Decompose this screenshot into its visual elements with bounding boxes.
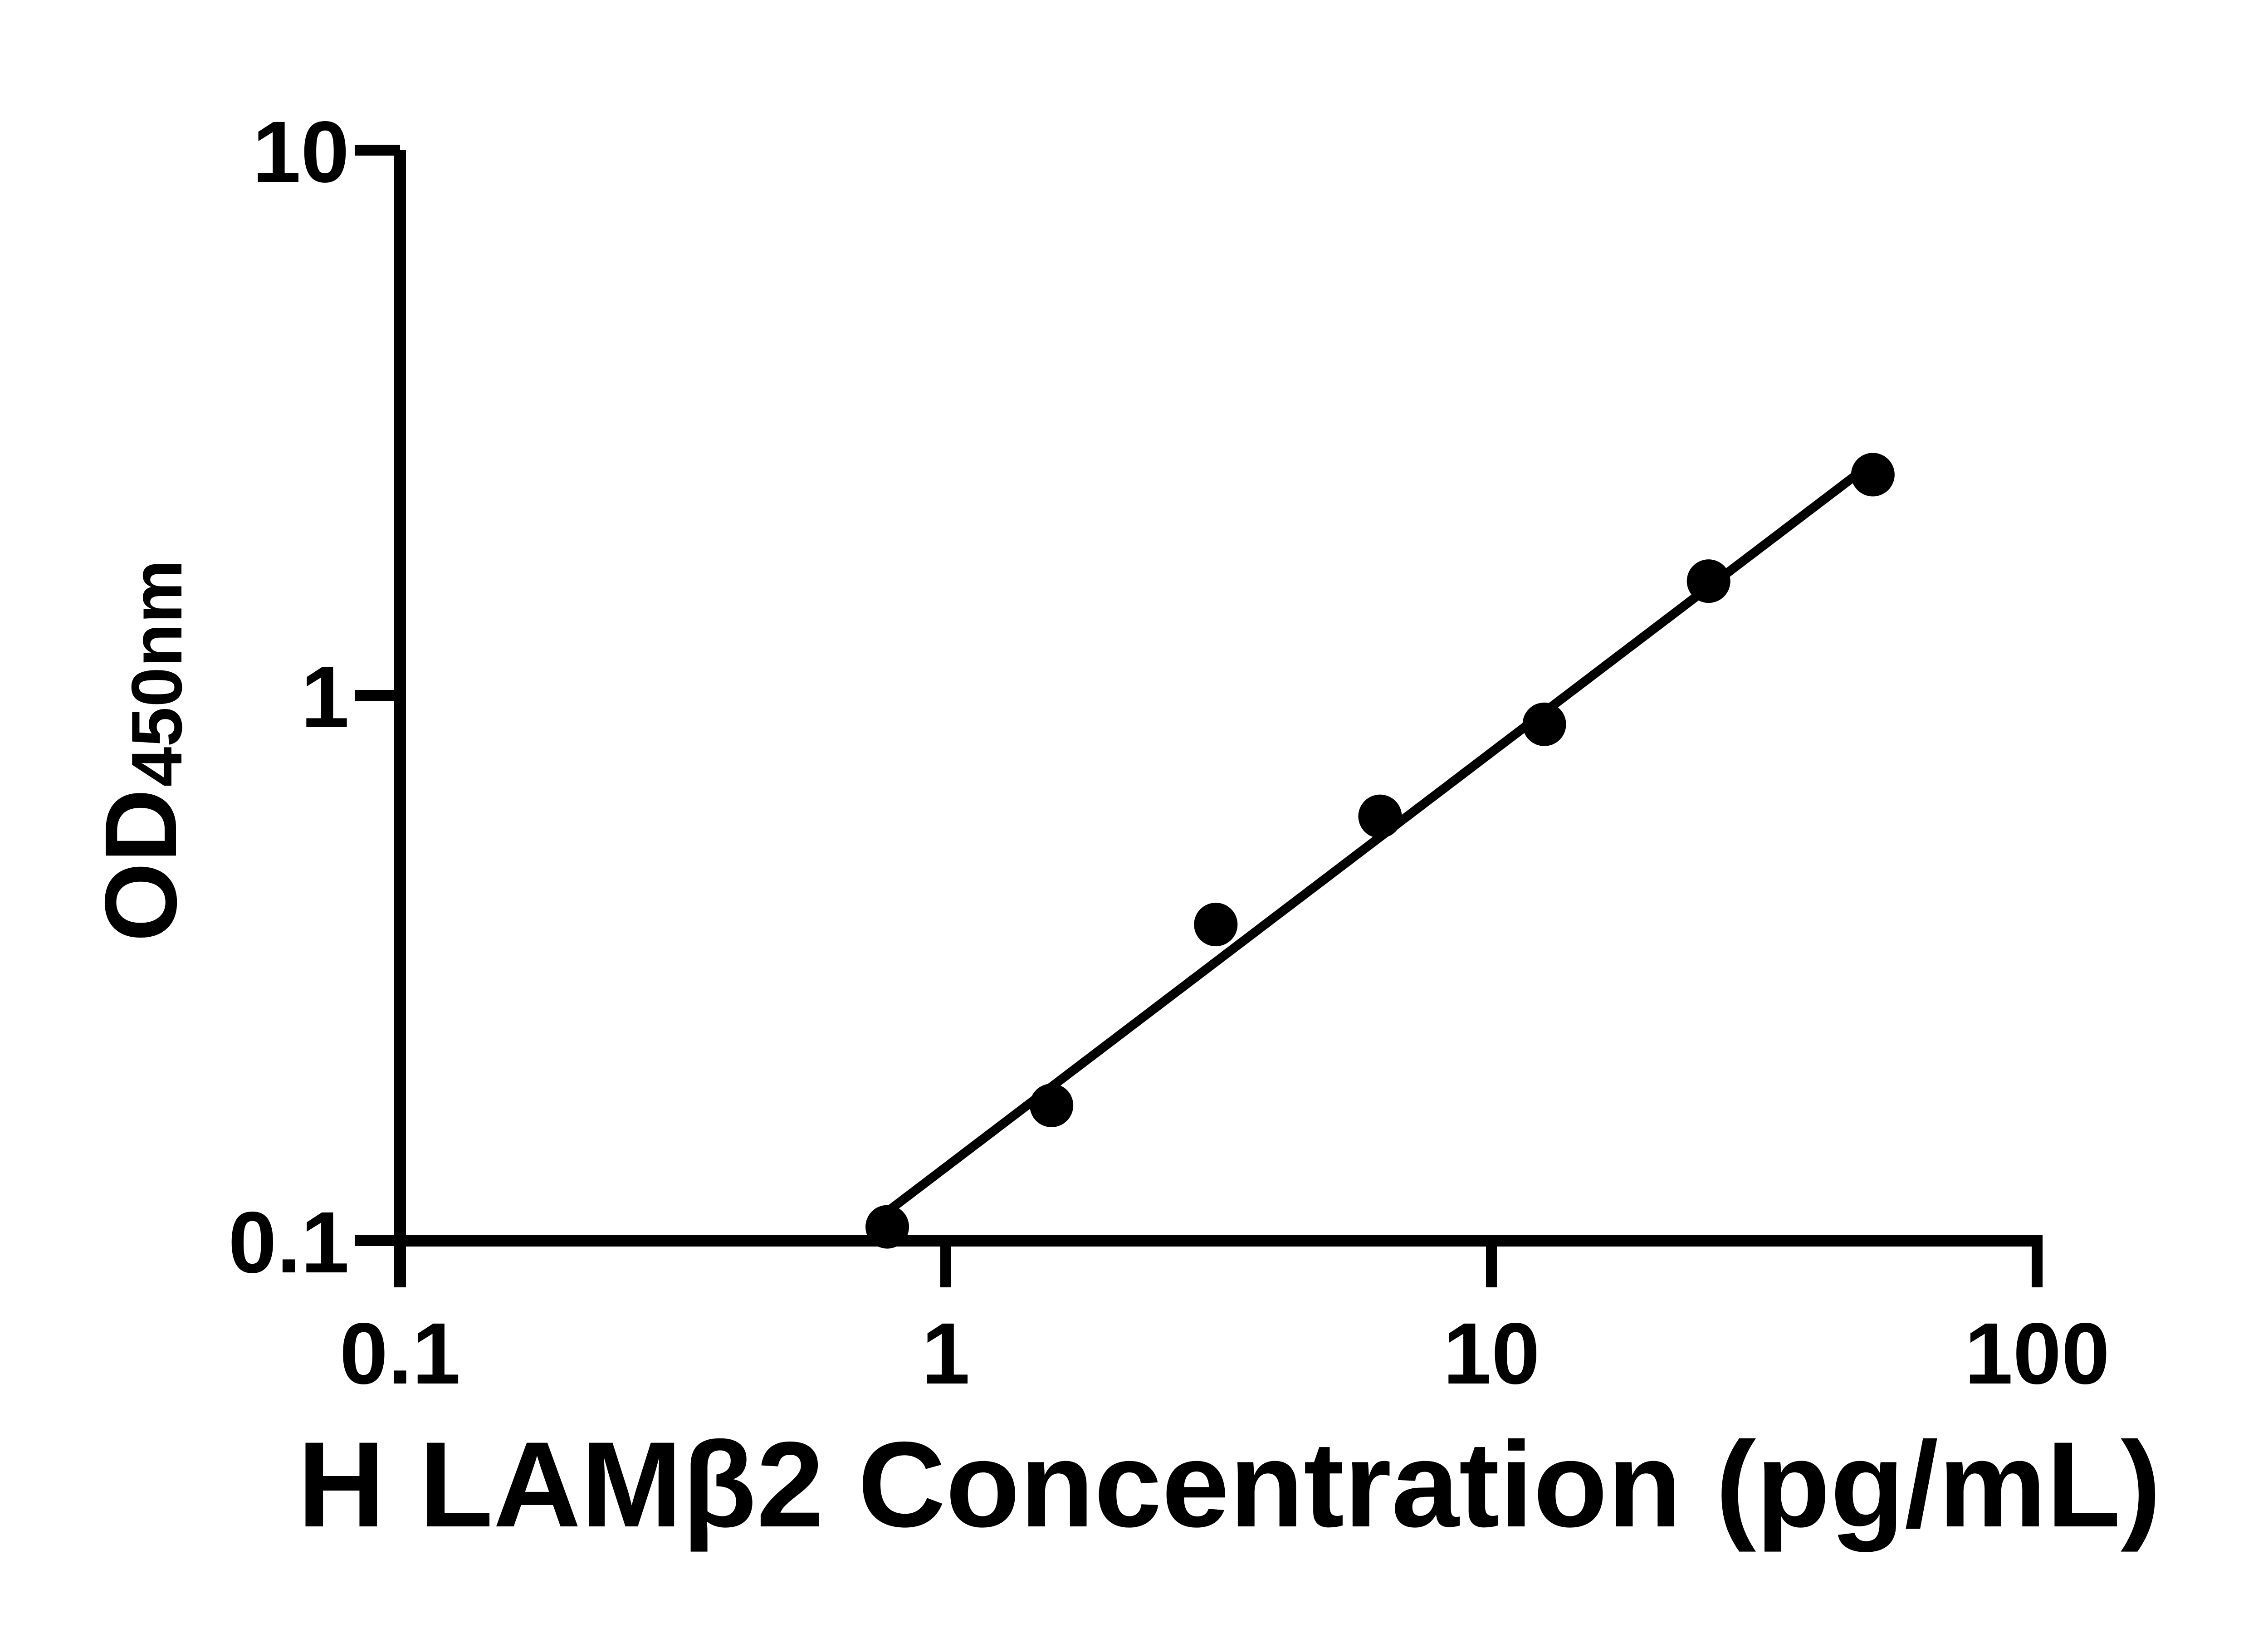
x-tick-label: 0.1 (340, 1305, 461, 1402)
y-tick-label: 10 (252, 103, 349, 200)
data-point (1686, 559, 1730, 603)
x-tick-marks (395, 1241, 2043, 1287)
y-axis-title-main: OD (83, 789, 198, 942)
y-axis-title: OD 450nm (83, 560, 198, 942)
y-tick-label: 1 (301, 648, 349, 746)
y-tick-labels: 10 1 0.1 (228, 103, 349, 1291)
y-tick-marks (355, 145, 400, 1246)
x-axis-title: H LAMβ2 Concentration (pg/mL) (298, 1416, 2161, 1553)
x-tick-label: 1 (922, 1305, 970, 1402)
data-point (1358, 794, 1402, 838)
y-tick-label: 0.1 (228, 1193, 349, 1291)
data-point (1522, 702, 1566, 746)
axes (394, 150, 2043, 1287)
data-point (1030, 1083, 1074, 1127)
data-point (1851, 453, 1895, 497)
data-point (865, 1205, 909, 1249)
y-axis-title-subscript: 450nm (117, 560, 197, 787)
x-tick-label: 100 (1965, 1305, 2110, 1402)
data-points (865, 453, 1895, 1249)
data-point (1194, 903, 1238, 947)
x-tick-labels: 0.1 1 10 100 (340, 1305, 2110, 1402)
x-tick-label: 10 (1443, 1305, 1540, 1402)
